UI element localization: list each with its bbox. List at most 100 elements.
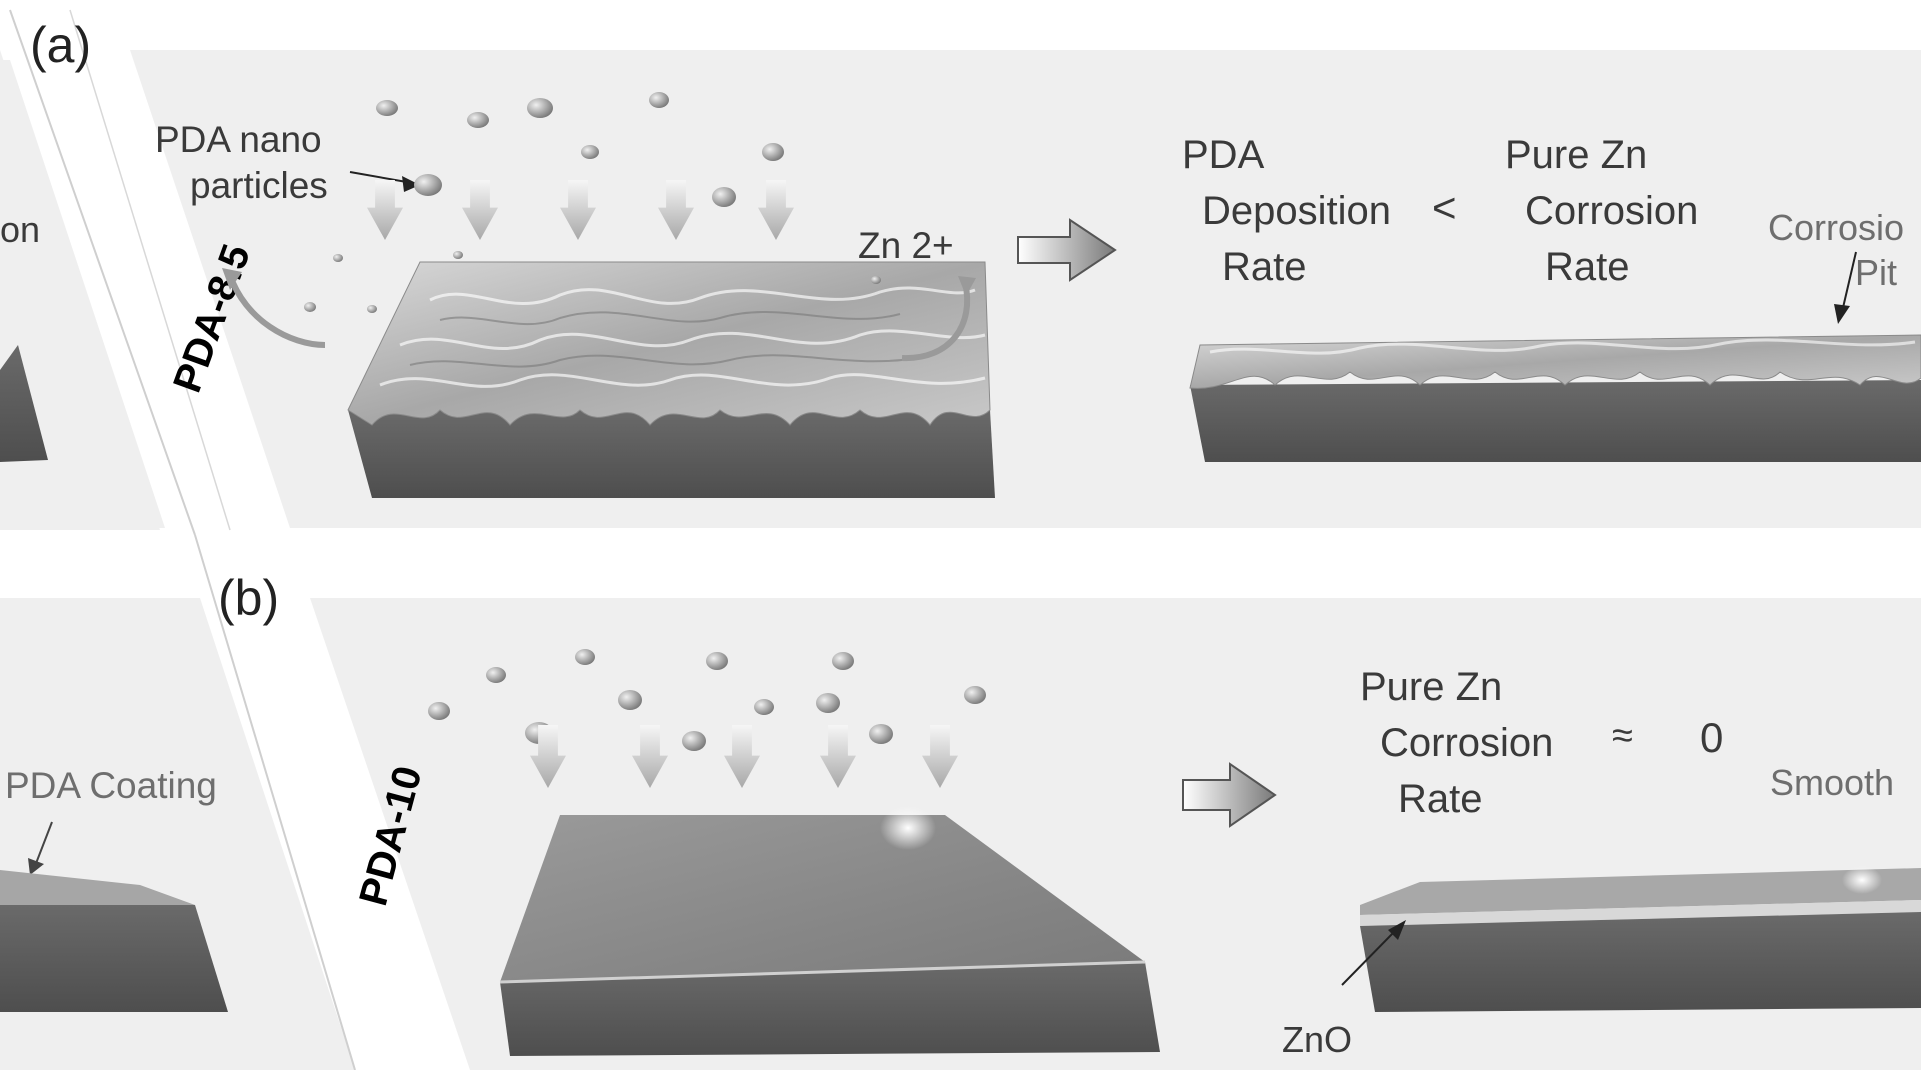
panel-a-left-strip	[0, 60, 165, 528]
transition-arrow-b	[1182, 762, 1277, 828]
divider-line-top-2	[69, 9, 231, 531]
pda-nanoparticle	[706, 652, 728, 670]
panel-b-letter: (b)	[218, 570, 279, 626]
result-zn-line2-b: Corrosion	[1380, 721, 1553, 765]
divider-line-top	[9, 9, 196, 536]
flat-substrate-edge	[499, 960, 1146, 984]
pda-nanoparticle	[575, 649, 595, 665]
corroded-surface-texture	[1209, 338, 1916, 355]
pda-nanoparticle	[754, 699, 774, 715]
zno-layer	[1360, 900, 1921, 926]
deposition-arrow	[560, 180, 596, 240]
result-zn-line1-a: Pure Zn	[1505, 133, 1647, 177]
smooth-substrate-side	[1360, 912, 1921, 1012]
deposition-arrow	[658, 180, 694, 240]
left-partial-coated-top	[0, 870, 195, 905]
pda-nanoparticle	[581, 145, 599, 159]
corrosion-pit-label-line1: Corrosio	[1768, 207, 1904, 248]
corroded-surface	[1189, 334, 1921, 389]
zno-pointer-head	[1388, 920, 1406, 940]
zn-release-arrow-right-head	[958, 276, 976, 296]
deposition-arrow	[820, 725, 856, 788]
corrosion-pit-pointer-head	[1834, 304, 1850, 324]
pda-nanoparticle	[486, 667, 506, 683]
zn-release-arrow-left	[227, 274, 326, 348]
rough-surface	[347, 261, 991, 426]
zno-pointer	[1341, 927, 1399, 986]
zn-release-arrow-left-head	[222, 268, 242, 290]
pda-nanoparticle	[618, 690, 642, 710]
comparison-symbol: <	[1432, 184, 1457, 231]
pda-nanoparticle	[453, 251, 463, 259]
panel-a-left-partial-label: on	[0, 209, 40, 250]
corrosion-pit-pointer	[1841, 251, 1857, 313]
pda-particles-label-line2: particles	[190, 165, 328, 206]
pda-nanoparticle	[467, 112, 489, 128]
rough-surface-texture	[379, 286, 986, 388]
pda-nanoparticle	[816, 693, 840, 713]
pda-particles-label-line1: PDA nano	[155, 119, 322, 160]
pda-nanoparticle	[762, 143, 784, 161]
flat-substrate-top	[500, 815, 1145, 982]
pda-coating-label: PDA Coating	[5, 765, 217, 806]
zn-ion-label: Zn 2+	[858, 225, 954, 266]
deposition-arrows-layer	[367, 180, 958, 788]
smooth-label: Smooth	[1770, 762, 1894, 803]
zn-release-arrow-right	[901, 281, 971, 362]
pda-nanoparticle	[869, 724, 893, 744]
smooth-substrate-after	[1360, 866, 1921, 1012]
panel-a-letter: (a)	[30, 17, 91, 73]
left-partial-substrate-b	[0, 905, 228, 1012]
corrosion-pit-label-line2: Pit	[1855, 252, 1897, 293]
pda-nanoparticle	[376, 100, 398, 116]
deposition-arrow	[632, 725, 668, 788]
transition-arrow-a	[1017, 218, 1117, 282]
pda-nanoparticle	[304, 302, 316, 312]
zero-value: 0	[1700, 714, 1723, 761]
left-partial-substrate-a	[0, 345, 48, 462]
result-zn-line3-a: Rate	[1545, 245, 1630, 289]
pda-particles-layer	[304, 92, 986, 751]
pda-nanoparticle	[414, 174, 442, 196]
smooth-substrate-shine	[1842, 866, 1882, 894]
flat-substrate-shine	[880, 806, 936, 850]
result-pda-line2: Deposition	[1202, 189, 1391, 233]
rough-surface-shadows	[409, 311, 931, 368]
deposition-arrow	[462, 180, 498, 240]
deposition-arrow	[530, 725, 566, 788]
pda-nanoparticle	[832, 652, 854, 670]
deposition-arrow	[367, 180, 403, 240]
result-pda-line3: Rate	[1222, 245, 1307, 289]
divider-line-bottom	[194, 534, 356, 1070]
pda-nanoparticle	[682, 731, 706, 751]
deposition-arrow	[922, 725, 958, 788]
panel-b: (b) PDA-10 PDA Coating Pure Zn Corrosion…	[0, 570, 1921, 1060]
pda-nanoparticle	[367, 305, 377, 313]
pda-particles-pointer-head	[402, 176, 420, 192]
pda-coating-pointer	[34, 821, 53, 867]
pda-nanoparticle	[333, 254, 343, 262]
rough-substrate-side	[348, 410, 995, 498]
result-zn-line3-b: Rate	[1398, 777, 1483, 821]
deposition-arrow	[724, 725, 760, 788]
flat-substrate-side	[500, 962, 1160, 1056]
pda-nanoparticle	[871, 276, 881, 284]
result-pda-line1: PDA	[1182, 133, 1265, 177]
approx-symbol: ≈	[1612, 715, 1633, 757]
corroded-substrate-after	[1189, 334, 1921, 462]
smooth-coating-top	[1360, 868, 1921, 915]
rough-substrate-before	[347, 261, 995, 498]
pda-nanoparticle	[712, 187, 736, 207]
deposition-arrow	[758, 180, 794, 240]
pda-nanoparticle	[527, 98, 553, 118]
result-zn-line1-b: Pure Zn	[1360, 665, 1502, 709]
flat-substrate-before	[499, 806, 1160, 1056]
pda-nanoparticle	[964, 686, 986, 704]
pda-coating-pointer-head	[28, 858, 44, 875]
result-zn-line2-a: Corrosion	[1525, 189, 1698, 233]
zno-label: ZnO	[1282, 1019, 1352, 1060]
pda-nanoparticle	[649, 92, 669, 108]
pda-nanoparticle	[428, 702, 450, 720]
corroded-substrate-side	[1190, 380, 1921, 462]
